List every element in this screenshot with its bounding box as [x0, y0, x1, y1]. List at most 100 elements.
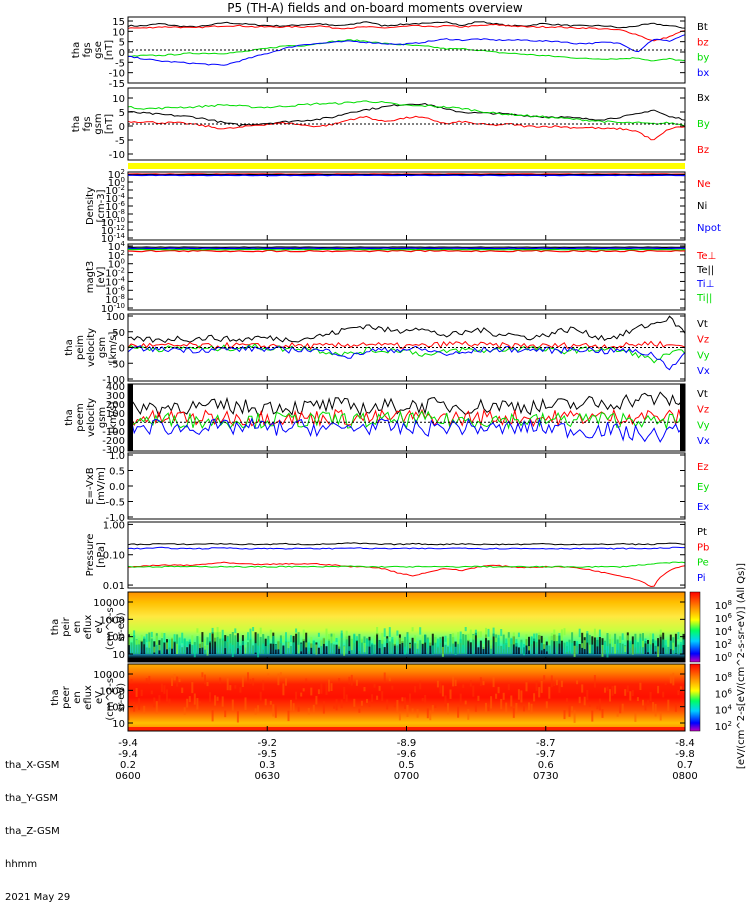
spectrogram-cell — [338, 641, 340, 649]
plot-date: 2021 May 29 — [5, 892, 70, 903]
spectrogram-cell — [326, 646, 328, 654]
axis-label-line: Density — [85, 187, 96, 225]
spectrogram-cell — [404, 647, 406, 655]
spectrogram-cell — [227, 637, 229, 642]
spectrogram-cell — [282, 646, 284, 655]
spectrogram-cell — [556, 636, 558, 641]
spectrogram-cell — [515, 703, 517, 713]
spectrogram-cell — [604, 688, 606, 693]
spectrogram-cell — [169, 648, 171, 655]
spectrogram-cell — [667, 639, 669, 647]
ephemeris-tick-value: -9.2 — [257, 738, 277, 749]
spectrogram-cell — [508, 684, 510, 690]
axis-label-line: [nT] — [104, 114, 115, 134]
spectrogram-cell — [247, 642, 249, 654]
spectrogram-cell — [280, 672, 282, 677]
spectrogram-cell — [305, 642, 307, 647]
spectrogram-cell — [574, 710, 576, 723]
spectrogram-cell — [602, 709, 604, 718]
spectrogram-cell — [485, 703, 487, 713]
spectrogram-cell — [477, 696, 479, 701]
spectrogram-cell — [293, 703, 295, 711]
legend-entry-vt: Vt — [697, 389, 708, 400]
spectrogram-cell — [472, 686, 474, 697]
series-line-vz — [128, 410, 685, 426]
spectrogram-cell — [229, 643, 231, 648]
edge-marker — [680, 384, 685, 451]
spectrogram-cell — [277, 674, 279, 686]
spectrogram-cell — [609, 634, 611, 643]
spectrogram-cell — [133, 630, 135, 637]
axis-label-line: Pressure — [85, 534, 96, 577]
spectrogram-cell — [250, 679, 252, 684]
spectrogram-cell — [374, 636, 376, 645]
spectrogram-cell — [546, 701, 548, 708]
spectrogram-cell — [361, 701, 363, 706]
ephemeris-labels: tha_X-GSM tha_Y-GSM tha_Z-GSM hhmm 2021 … — [5, 738, 70, 914]
ephemeris-tick-value: 0.2 — [120, 760, 136, 771]
spectrogram-cell — [465, 627, 467, 631]
axis-label-line: [nT] — [104, 40, 115, 60]
spectrogram-cell — [158, 645, 160, 651]
spectrogram-cell — [265, 646, 267, 654]
legend-entry-pb: Pb — [697, 542, 709, 553]
spectrogram-cell — [133, 635, 135, 654]
spectrogram-cell — [331, 637, 333, 644]
spectrogram-cell — [181, 647, 183, 654]
spectrogram-cell — [239, 646, 241, 650]
spectrogram-cell — [619, 704, 621, 713]
panel-frame-efield — [128, 453, 685, 519]
spectrogram-cell — [401, 641, 403, 654]
axis-label-line: fgs — [82, 42, 93, 57]
spectrogram-cell — [483, 681, 485, 685]
spectrogram-cell — [179, 679, 181, 682]
spectrogram-cell — [146, 634, 148, 642]
spectrogram-cell — [662, 692, 664, 698]
spectrogram-cell — [234, 685, 236, 689]
legend-entry-by: by — [697, 53, 709, 64]
spectrogram-cell — [480, 631, 482, 637]
spectrogram-cell — [483, 644, 485, 650]
spectrogram-cell — [518, 689, 520, 700]
spectrogram-cell — [419, 627, 421, 634]
legend-entry-by: By — [697, 119, 710, 130]
spectrogram-cell — [566, 642, 568, 652]
spectrogram-cell — [189, 696, 191, 702]
spectrogram-cell — [447, 638, 449, 645]
spectrogram-cell — [163, 642, 165, 654]
spectrogram-cell — [353, 634, 355, 644]
spectrogram-cell — [665, 682, 667, 685]
spectrogram-cell — [437, 681, 439, 688]
colorbar-tick-label: 100 — [715, 651, 732, 664]
spectrogram-cell — [399, 712, 401, 720]
panel-frame-density — [128, 172, 685, 240]
spectrogram-cell — [232, 700, 234, 711]
spectrogram-cell — [409, 644, 411, 649]
spectrogram-cell — [607, 686, 609, 690]
spectrogram-cell — [222, 639, 224, 655]
spectrogram-cell — [161, 683, 163, 692]
spectrogram-cell — [245, 645, 247, 654]
axis-label-line: eV — [94, 620, 105, 633]
spectrogram-cell — [369, 640, 371, 646]
spectrogram-cell — [528, 702, 530, 710]
spectrogram-cell — [422, 635, 424, 644]
spectrogram-cell — [503, 644, 505, 649]
spectrogram-cell — [288, 711, 290, 721]
spectrogram-cell — [538, 687, 540, 697]
spectrogram-cell — [558, 681, 560, 693]
spectrogram-cell — [366, 699, 368, 703]
spectrogram-cell — [404, 697, 406, 708]
axis-label-line: en — [72, 621, 83, 634]
spectrogram-cell — [156, 636, 158, 645]
spectrogram-cell — [528, 646, 530, 650]
axis-label-line: gsm — [97, 337, 108, 358]
spectrogram-cell — [270, 644, 272, 654]
ephemeris-tick-value: 0700 — [394, 771, 419, 782]
spectrogram-cell — [589, 703, 591, 707]
spectrogram-cell — [629, 691, 631, 700]
spectrogram-cell — [543, 638, 545, 649]
spectrogram-cell — [310, 637, 312, 648]
spectrogram-cell — [624, 646, 626, 652]
spectrogram-cell — [498, 635, 500, 646]
